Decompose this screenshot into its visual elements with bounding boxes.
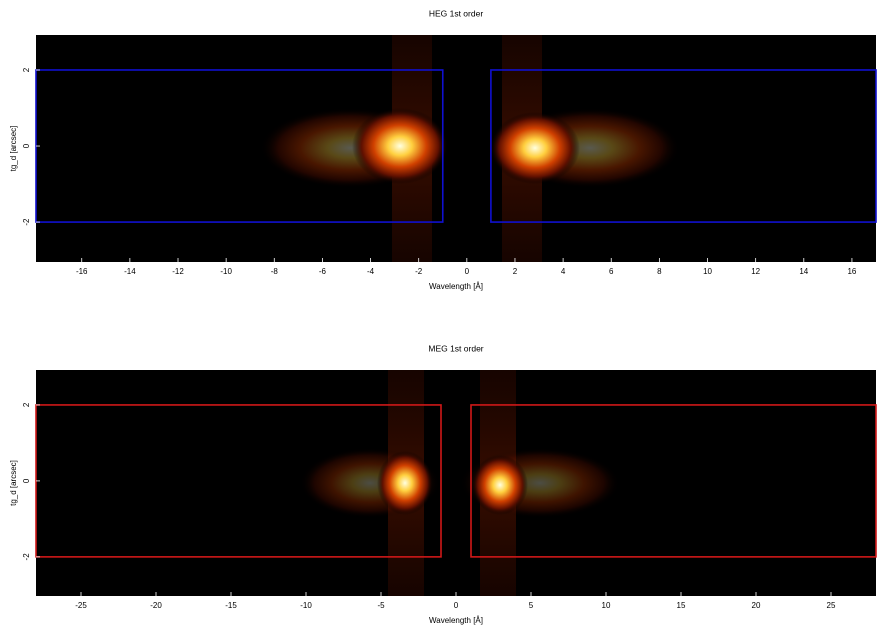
x-tick-label: -12 [172,267,184,276]
x-tick-label: -6 [319,267,327,276]
x-tick-label: 0 [454,601,459,610]
y-tick-label: 0 [22,143,31,148]
y-axis-label: tg_d [arcsec] [9,126,18,172]
x-tick-label: -14 [124,267,136,276]
x-tick-label: 4 [561,267,566,276]
x-tick-label: -20 [150,601,162,610]
x-tick-label: 15 [677,601,686,610]
x-tick-label: 25 [827,601,836,610]
x-tick-label: 6 [609,267,614,276]
x-axis-label: Wavelength [Å] [429,616,483,625]
x-tick-label: -25 [75,601,87,610]
x-tick-label: -16 [76,267,88,276]
y-tick-label: 0 [22,478,31,483]
x-tick-label: 10 [703,267,712,276]
x-axis-label: Wavelength [Å] [429,282,483,291]
x-tick-label: 0 [465,267,470,276]
y-axis-label: tg_d [arcsec] [9,460,18,506]
region-box [490,69,877,223]
x-tick-label: -5 [377,601,385,610]
x-tick-label: -8 [271,267,279,276]
x-tick-label: 8 [657,267,662,276]
x-tick-label: -2 [415,267,423,276]
x-tick-label: 2 [513,267,518,276]
region-box [470,404,877,558]
chart-title: HEG 1st order [429,8,483,18]
y-tick-label: -2 [22,218,31,226]
y-tick-label: -2 [22,553,31,561]
x-tick-label: 20 [752,601,761,610]
x-tick-label: -15 [225,601,237,610]
x-tick-label: -10 [220,267,232,276]
x-tick-label: 10 [602,601,611,610]
y-tick-label: 2 [22,402,31,407]
x-tick-label: -10 [300,601,312,610]
x-tick-label: 14 [799,267,808,276]
chart-title: MEG 1st order [428,343,483,353]
heatmap-image [36,35,876,596]
x-tick-label: -4 [367,267,375,276]
x-tick-label: 5 [529,601,534,610]
y-tick-label: 2 [22,67,31,72]
x-tick-label: 16 [847,267,856,276]
x-tick-label: 12 [751,267,760,276]
